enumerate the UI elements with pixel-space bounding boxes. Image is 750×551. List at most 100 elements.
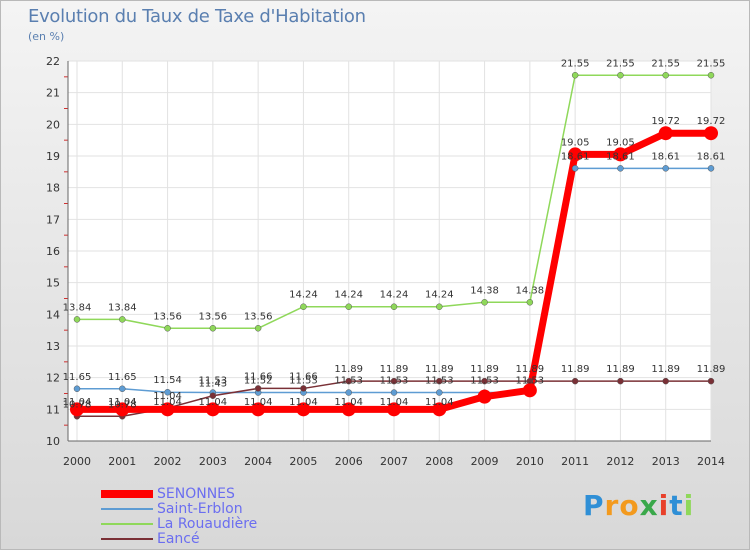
data-point xyxy=(477,389,492,404)
x-tick-label: 2010 xyxy=(516,455,544,468)
x-tick-label: 2007 xyxy=(380,455,408,468)
data-point xyxy=(617,165,624,172)
data-point xyxy=(119,316,126,323)
axes: 10 11 12 13 14 15 16 17 18 19 20 21 22 2000 2001 2002 20… xyxy=(46,55,725,468)
data-point xyxy=(526,299,534,306)
data-point xyxy=(254,325,262,332)
data-label: 11.89 xyxy=(470,364,499,375)
y-tick-label: 20 xyxy=(46,118,60,131)
data-label: 11.04 xyxy=(153,397,182,408)
data-point xyxy=(209,392,217,399)
x-tick-label: 2012 xyxy=(606,455,634,468)
data-point xyxy=(254,385,262,392)
data-label: 14.24 xyxy=(289,290,318,301)
legend-swatch-la-rouaudiere xyxy=(101,523,153,525)
data-label: 21.55 xyxy=(606,58,635,69)
data-label: 11.04 xyxy=(380,397,409,408)
data-label: 11.04 xyxy=(289,397,318,408)
data-point xyxy=(522,383,537,398)
data-label: 19.72 xyxy=(651,116,680,127)
data-label: 11.65 xyxy=(63,372,92,383)
data-point xyxy=(390,377,398,385)
data-label: 14.24 xyxy=(380,290,409,301)
y-tick-label: 19 xyxy=(46,150,60,163)
data-label: 14.24 xyxy=(334,290,363,301)
data-label: 11.89 xyxy=(651,364,680,375)
y-tick-label: 11 xyxy=(46,403,60,416)
data-point xyxy=(662,165,669,172)
proxiti-logo: Proxiti xyxy=(583,489,694,522)
legend-swatch-eance xyxy=(101,538,153,540)
data-label: 19.72 xyxy=(697,116,726,127)
data-point xyxy=(115,402,130,417)
series-points xyxy=(70,72,718,420)
data-point xyxy=(662,72,669,79)
data-label: 11.04 xyxy=(334,397,363,408)
data-label: 11.89 xyxy=(606,364,635,375)
data-label: 11.89 xyxy=(425,364,454,375)
logo-letter: t xyxy=(669,489,684,522)
data-point xyxy=(164,388,171,396)
data-point xyxy=(164,325,171,332)
y-unit-label: (en %) xyxy=(28,30,65,43)
data-label: 11.66 xyxy=(244,371,273,382)
data-label: 11.89 xyxy=(334,364,363,375)
data-label: 11.43 xyxy=(199,379,228,390)
data-label: 11.54 xyxy=(153,375,182,386)
data-label: 11.89 xyxy=(697,364,726,375)
legend-label-senonnes: SENONNES xyxy=(157,486,235,502)
data-point xyxy=(251,402,266,417)
x-tick-label: 2000 xyxy=(63,455,91,468)
data-point xyxy=(205,402,220,417)
data-point xyxy=(707,377,715,385)
data-label: 11.53 xyxy=(199,376,228,387)
data-label: 21.55 xyxy=(561,58,590,69)
logo-letter: r xyxy=(604,489,620,522)
data-point xyxy=(613,147,628,162)
logo-letter: i xyxy=(683,489,695,522)
data-point xyxy=(73,385,81,392)
data-label: 11.04 xyxy=(199,397,228,408)
legend-label-saint-erblon: Saint-Erblon xyxy=(157,501,243,517)
data-label: 21.55 xyxy=(651,58,680,69)
data-label: 18.61 xyxy=(606,151,635,162)
data-point xyxy=(300,385,307,392)
data-label: 19.05 xyxy=(606,137,635,148)
data-label: 13.56 xyxy=(199,311,228,322)
x-tick-label: 2009 xyxy=(471,455,499,468)
y-tick-label: 10 xyxy=(46,435,60,448)
data-point xyxy=(70,402,84,417)
data-point xyxy=(390,389,398,396)
data-label: 11.53 xyxy=(380,376,409,387)
data-point xyxy=(617,377,624,385)
chart-title: Evolution du Taux de Taxe d'Habitation xyxy=(28,6,366,27)
data-point xyxy=(160,402,175,417)
logo-letter: i xyxy=(658,489,670,522)
data-label: 13.56 xyxy=(244,311,273,322)
data-point xyxy=(662,377,669,385)
data-label: 19.05 xyxy=(561,137,590,148)
data-point xyxy=(571,377,579,385)
data-label: 11.52 xyxy=(244,376,273,387)
logo-letter: o xyxy=(619,489,640,522)
data-label: 18.61 xyxy=(651,151,680,162)
y-tick-label: 12 xyxy=(46,372,60,385)
data-label: 14.38 xyxy=(516,285,545,296)
data-label: 11.04 xyxy=(244,397,273,408)
data-label: 11.89 xyxy=(380,364,409,375)
data-point xyxy=(568,147,583,162)
data-label: 11.53 xyxy=(289,376,318,387)
data-point xyxy=(707,165,715,172)
data-point xyxy=(73,316,81,323)
data-label: 18.61 xyxy=(697,151,726,162)
data-label: 11.53 xyxy=(516,376,545,387)
y-tick-label: 13 xyxy=(46,340,60,353)
y-tick-label: 16 xyxy=(46,245,60,258)
logo-letter: x xyxy=(639,489,659,522)
data-label: 13.84 xyxy=(108,302,137,313)
logo-letter: P xyxy=(583,489,605,522)
y-tick-label: 22 xyxy=(46,55,60,68)
data-label: 11.04 xyxy=(63,397,92,408)
data-point xyxy=(300,303,307,310)
